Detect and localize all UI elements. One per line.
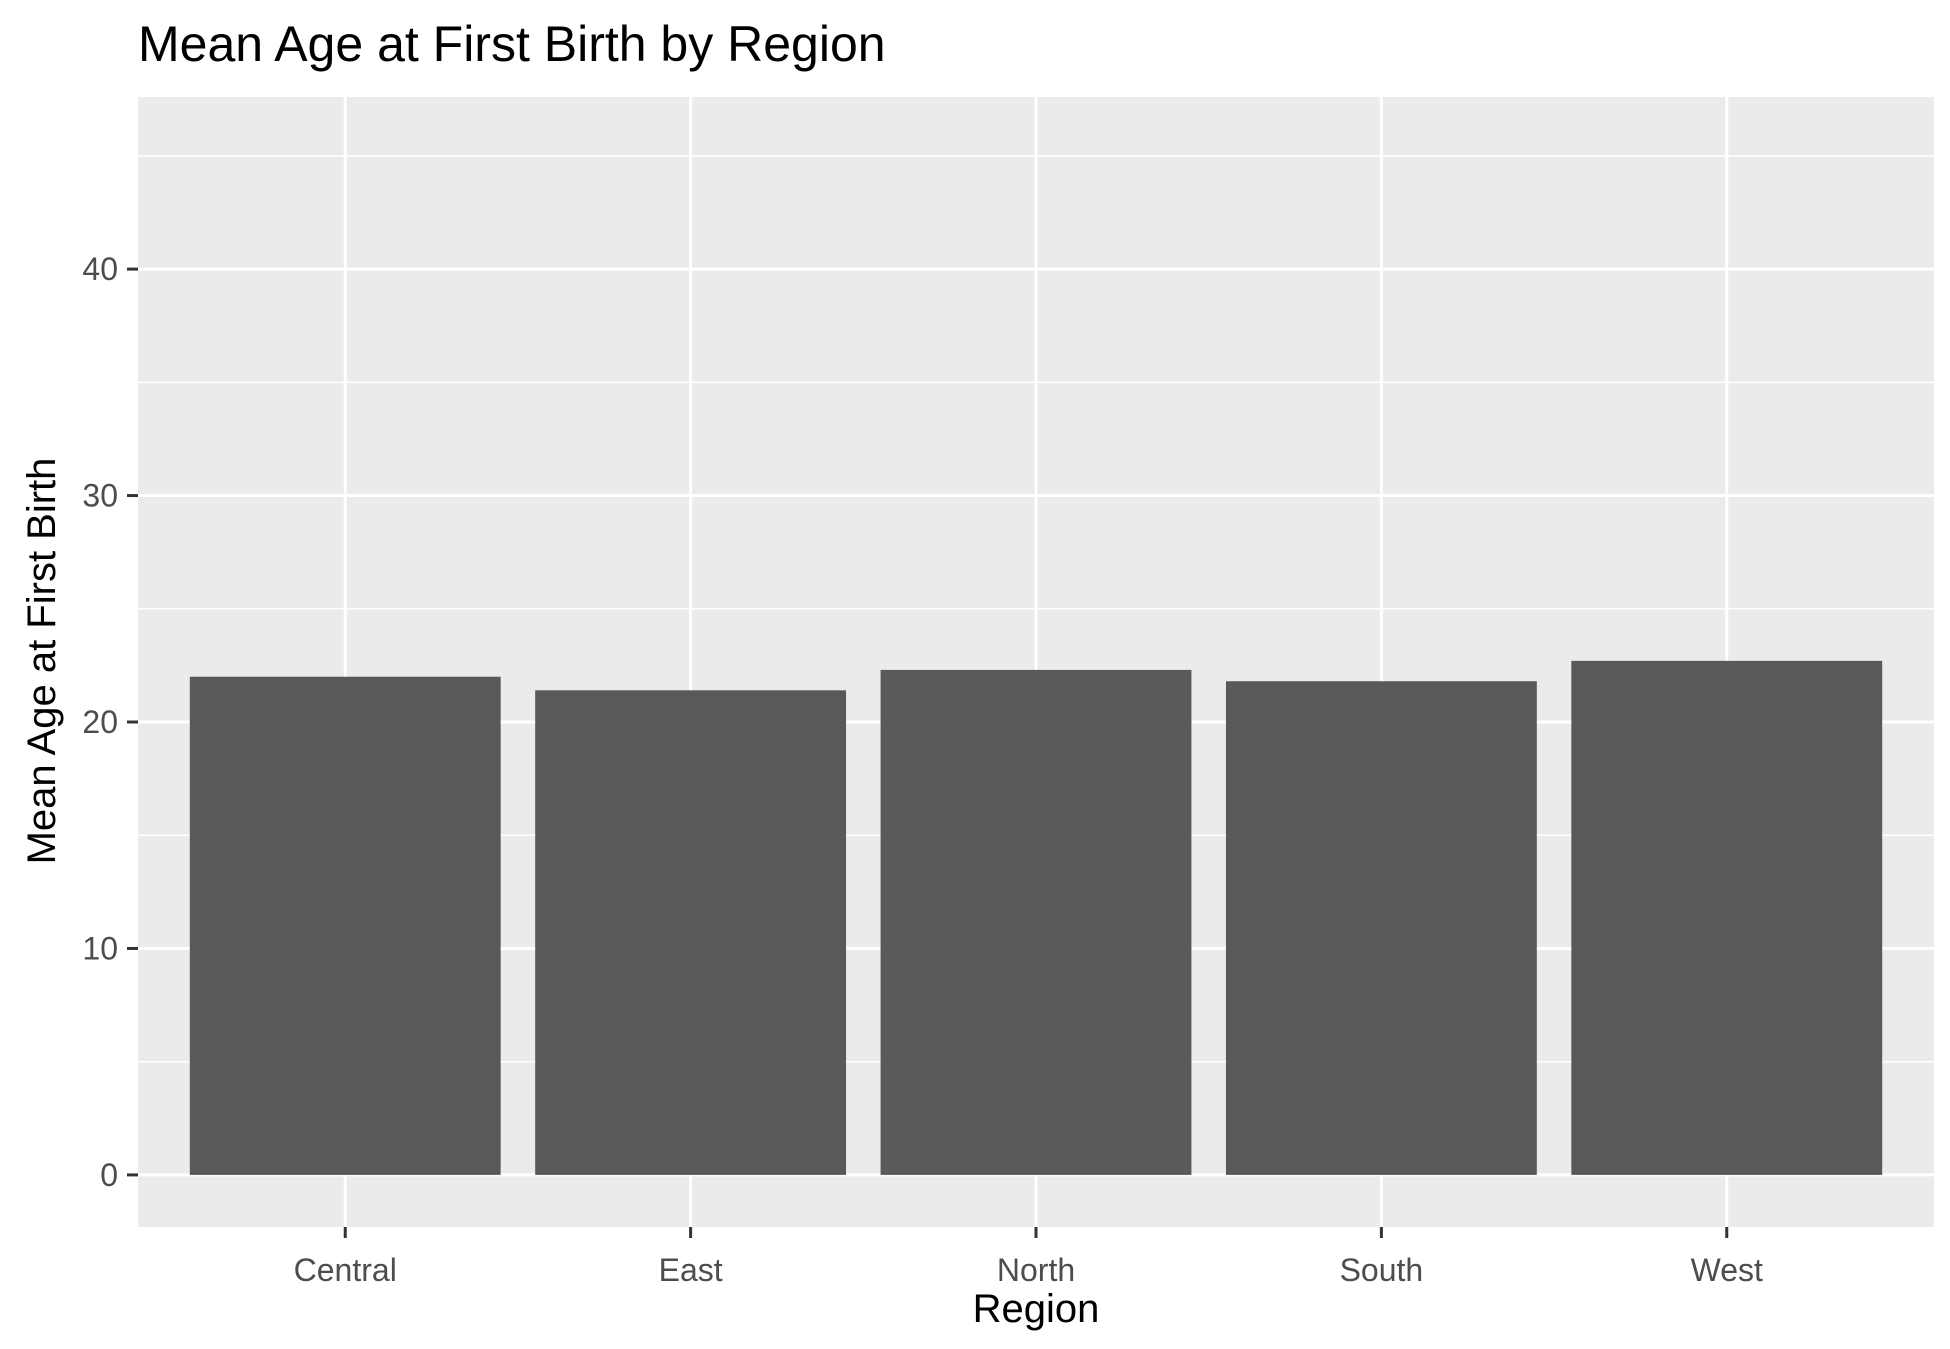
bar-south — [1225, 681, 1537, 1175]
bar-west — [1571, 660, 1883, 1175]
y-axis: 0 10 20 30 40 — [82, 251, 138, 1193]
y-tick-label: 30 — [82, 478, 118, 514]
x-axis-title: Region — [973, 1287, 1100, 1331]
bar-north — [880, 669, 1192, 1175]
x-axis: Central East North South West — [294, 1227, 1763, 1288]
bars — [189, 660, 1883, 1175]
y-tick-label: 20 — [82, 704, 118, 740]
x-tick-label: East — [659, 1252, 723, 1288]
x-tick-label: West — [1691, 1252, 1763, 1288]
x-tick-label: North — [997, 1252, 1075, 1288]
y-tick-label: 40 — [82, 251, 118, 287]
x-tick-label: Central — [294, 1252, 397, 1288]
chart-title: Mean Age at First Birth by Region — [138, 16, 886, 72]
bar-central — [189, 676, 501, 1175]
bar-east — [535, 690, 847, 1175]
y-axis-title: Mean Age at First Birth — [20, 458, 64, 865]
x-tick-label: South — [1340, 1252, 1424, 1288]
y-tick-label: 0 — [100, 1157, 118, 1193]
y-tick-label: 10 — [82, 930, 118, 966]
